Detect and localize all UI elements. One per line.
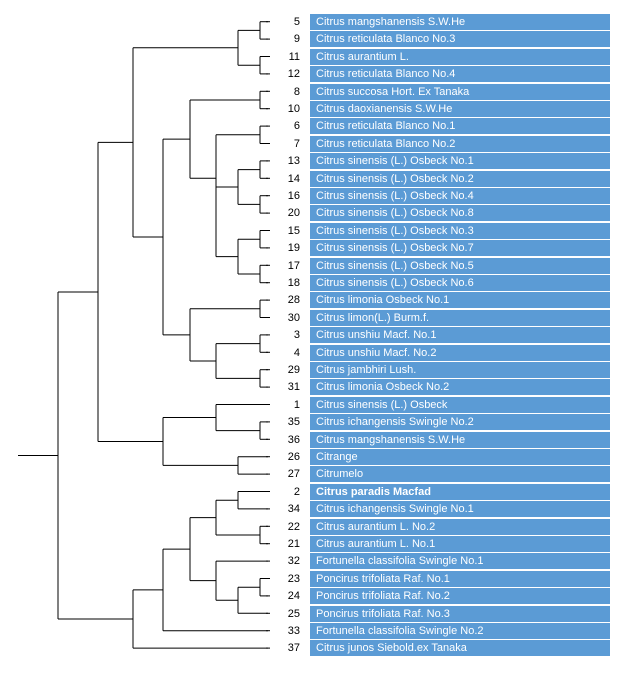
species-bar: Citrus jambhiri Lush. bbox=[310, 362, 610, 378]
species-bar: Citrus reticulata Blanco No.4 bbox=[310, 66, 610, 82]
leaf-number: 21 bbox=[270, 536, 300, 553]
species-bar: Citrus succosa Hort. Ex Tanaka bbox=[310, 84, 610, 100]
species-bar: Citrus limon(L.) Burm.f. bbox=[310, 310, 610, 326]
leaf-number: 7 bbox=[270, 136, 300, 153]
leaf-number: 3 bbox=[270, 327, 300, 344]
dendrogram-figure: 5 Citrus mangshanensis S.W.He 9 Citrus reti… bbox=[0, 0, 619, 679]
species-bar: Citrus limonia Osbeck No.1 bbox=[310, 292, 610, 308]
leaf-number: 8 bbox=[270, 84, 300, 101]
leaf-number: 25 bbox=[270, 606, 300, 623]
species-bar: Citrange bbox=[310, 449, 610, 465]
species-bar: Citrus sinensis (L.) Osbeck bbox=[310, 397, 610, 413]
species-bar: Citrus unshiu Macf. No.2 bbox=[310, 345, 610, 361]
species-bar: Poncirus trifoliata Raf. No.3 bbox=[310, 606, 610, 622]
leaf-number: 36 bbox=[270, 432, 300, 449]
species-bar: Citrus ichangensis Swingle No.1 bbox=[310, 501, 610, 517]
species-bar: Citrus sinensis (L.) Osbeck No.5 bbox=[310, 258, 610, 274]
species-bar: Citrus mangshanensis S.W.He bbox=[310, 14, 610, 30]
species-bar: Citrus sinensis (L.) Osbeck No.4 bbox=[310, 188, 610, 204]
species-bar: Citrus unshiu Macf. No.1 bbox=[310, 327, 610, 343]
species-bar: Citrus mangshanensis S.W.He bbox=[310, 432, 610, 448]
species-bar: Citrus aurantium L. bbox=[310, 49, 610, 65]
leaf-number: 9 bbox=[270, 31, 300, 48]
leaf-number: 22 bbox=[270, 519, 300, 536]
species-bar: Citrumelo bbox=[310, 466, 610, 482]
leaf-number: 2 bbox=[270, 484, 300, 501]
species-bar: Citrus daoxianensis S.W.He bbox=[310, 101, 610, 117]
species-bar: Citrus paradis Macfad bbox=[310, 484, 610, 500]
species-bar: Citrus reticulata Blanco No.2 bbox=[310, 136, 610, 152]
species-bar: Poncirus trifoliata Raf. No.1 bbox=[310, 571, 610, 587]
dendrogram-labels: 5 Citrus mangshanensis S.W.He 9 Citrus reti… bbox=[0, 0, 619, 679]
leaf-number: 12 bbox=[270, 66, 300, 83]
leaf-number: 13 bbox=[270, 153, 300, 170]
leaf-number: 23 bbox=[270, 571, 300, 588]
leaf-number: 4 bbox=[270, 345, 300, 362]
leaf-number: 11 bbox=[270, 49, 300, 66]
species-bar: Citrus limonia Osbeck No.2 bbox=[310, 379, 610, 395]
leaf-number: 32 bbox=[270, 553, 300, 570]
species-bar: Citrus sinensis (L.) Osbeck No.7 bbox=[310, 240, 610, 256]
leaf-number: 20 bbox=[270, 205, 300, 222]
species-bar: Citrus aurantium L. No.1 bbox=[310, 536, 610, 552]
species-bar: Citrus reticulata Blanco No.3 bbox=[310, 31, 610, 47]
species-bar: Citrus ichangensis Swingle No.2 bbox=[310, 414, 610, 430]
leaf-number: 14 bbox=[270, 171, 300, 188]
species-bar: Poncirus trifoliata Raf. No.2 bbox=[310, 588, 610, 604]
leaf-number: 27 bbox=[270, 466, 300, 483]
species-bar: Citrus sinensis (L.) Osbeck No.2 bbox=[310, 171, 610, 187]
species-bar: Citrus sinensis (L.) Osbeck No.6 bbox=[310, 275, 610, 291]
leaf-number: 33 bbox=[270, 623, 300, 640]
leaf-number: 37 bbox=[270, 640, 300, 657]
leaf-number: 10 bbox=[270, 101, 300, 118]
species-bar: Citrus aurantium L. No.2 bbox=[310, 519, 610, 535]
species-bar: Citrus sinensis (L.) Osbeck No.1 bbox=[310, 153, 610, 169]
leaf-number: 15 bbox=[270, 223, 300, 240]
species-bar: Fortunella classifolia Swingle No.1 bbox=[310, 553, 610, 569]
leaf-number: 18 bbox=[270, 275, 300, 292]
leaf-number: 26 bbox=[270, 449, 300, 466]
leaf-number: 17 bbox=[270, 258, 300, 275]
species-bar: Citrus sinensis (L.) Osbeck No.8 bbox=[310, 205, 610, 221]
species-bar: Citrus junos Siebold.ex Tanaka bbox=[310, 640, 610, 656]
species-bar: Citrus reticulata Blanco No.1 bbox=[310, 118, 610, 134]
species-bar: Citrus sinensis (L.) Osbeck No.3 bbox=[310, 223, 610, 239]
leaf-number: 29 bbox=[270, 362, 300, 379]
leaf-number: 16 bbox=[270, 188, 300, 205]
leaf-number: 1 bbox=[270, 397, 300, 414]
leaf-number: 24 bbox=[270, 588, 300, 605]
leaf-number: 6 bbox=[270, 118, 300, 135]
leaf-number: 35 bbox=[270, 414, 300, 431]
leaf-number: 34 bbox=[270, 501, 300, 518]
leaf-number: 30 bbox=[270, 310, 300, 327]
leaf-number: 28 bbox=[270, 292, 300, 309]
species-bar: Fortunella classifolia Swingle No.2 bbox=[310, 623, 610, 639]
leaf-number: 5 bbox=[270, 14, 300, 31]
leaf-number: 19 bbox=[270, 240, 300, 257]
leaf-number: 31 bbox=[270, 379, 300, 396]
